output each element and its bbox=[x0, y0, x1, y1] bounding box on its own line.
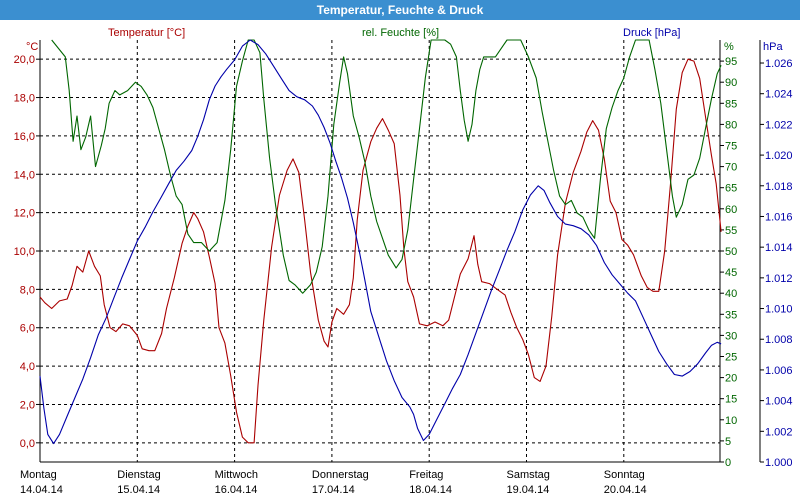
temp-tick-label-6: 12,0 bbox=[14, 208, 35, 220]
hum-tick-label-1: 5 bbox=[725, 436, 731, 448]
humidity-unit-label: % bbox=[724, 41, 734, 53]
temperature-unit-label: °C bbox=[26, 41, 38, 53]
pressure-series-line bbox=[39, 39, 722, 445]
x-tick-day-1: Dienstag bbox=[117, 469, 160, 481]
hum-tick-label-13: 65 bbox=[725, 183, 737, 195]
x-tick-day-5: Samstag bbox=[507, 469, 550, 481]
x-tick-date-6: 20.04.14 bbox=[604, 484, 647, 496]
humidity-axis-header: rel. Feuchte [%] bbox=[362, 27, 439, 39]
press-tick-label-6: 1.012 bbox=[765, 273, 793, 285]
x-tick-date-1: 15.04.14 bbox=[117, 484, 160, 496]
press-tick-label-4: 1.008 bbox=[765, 334, 793, 346]
temp-tick-label-7: 14,0 bbox=[14, 169, 35, 181]
x-tick-date-0: 14.04.14 bbox=[20, 484, 63, 496]
pressure-unit-label: hPa bbox=[763, 41, 783, 53]
temp-tick-label-1: 2,0 bbox=[20, 399, 35, 411]
hum-tick-label-2: 10 bbox=[725, 415, 737, 427]
humidity-axis-ticks: 0 5 10 15 20 25 30 35 40 45 50 55 60 65 70 75 80 85 90 95 bbox=[720, 56, 737, 469]
hum-tick-label-0: 0 bbox=[725, 457, 731, 469]
temp-tick-label-4: 8,0 bbox=[20, 284, 35, 296]
press-tick-label-8: 1.016 bbox=[765, 211, 793, 223]
hum-tick-label-9: 45 bbox=[725, 267, 737, 279]
hum-tick-label-11: 55 bbox=[725, 225, 737, 237]
hum-tick-label-7: 35 bbox=[725, 309, 737, 321]
temp-tick-label-10: 20,0 bbox=[14, 54, 35, 66]
hum-tick-label-18: 90 bbox=[725, 77, 737, 89]
temp-tick-label-9: 18,0 bbox=[14, 93, 35, 105]
hum-tick-label-6: 30 bbox=[725, 330, 737, 342]
press-tick-label-3: 1.006 bbox=[765, 365, 793, 377]
humidity-series-line bbox=[51, 39, 722, 294]
hum-tick-label-4: 20 bbox=[725, 373, 737, 385]
hum-tick-label-16: 80 bbox=[725, 119, 737, 131]
press-tick-label-9: 1.018 bbox=[765, 181, 793, 193]
press-tick-label-10: 1.020 bbox=[765, 150, 793, 162]
series-group bbox=[39, 39, 722, 445]
grid-lines bbox=[40, 40, 720, 462]
hum-tick-label-19: 95 bbox=[725, 56, 737, 68]
x-tick-date-4: 18.04.14 bbox=[409, 484, 452, 496]
window-title: Temperatur, Feuchte & Druck bbox=[0, 0, 800, 20]
x-tick-date-5: 19.04.14 bbox=[507, 484, 550, 496]
press-tick-label-1: 1.002 bbox=[765, 426, 793, 438]
x-tick-day-2: Mittwoch bbox=[215, 469, 258, 481]
chart-canvas: Temperatur [°C] rel. Feuchte [%] Druck [… bbox=[14, 27, 793, 496]
pressure-axis-ticks: 1.000 1.002 1.004 1.006 1.008 1.010 1.012 1.014… bbox=[759, 40, 793, 469]
temp-tick-label-8: 16,0 bbox=[14, 131, 35, 143]
hum-tick-label-3: 15 bbox=[725, 394, 737, 406]
press-tick-label-7: 1.014 bbox=[765, 242, 793, 254]
temp-tick-label-0: 0,0 bbox=[20, 438, 35, 450]
x-tick-day-3: Donnerstag bbox=[312, 469, 369, 481]
press-tick-label-5: 1.010 bbox=[765, 304, 793, 316]
pressure-axis-header: Druck [hPa] bbox=[623, 27, 680, 39]
temperature-axis-header: Temperatur [°C] bbox=[108, 27, 185, 39]
temperature-series-line bbox=[39, 58, 722, 444]
hum-tick-label-14: 70 bbox=[725, 162, 737, 174]
x-tick-day-4: Freitag bbox=[409, 469, 443, 481]
hum-tick-label-15: 75 bbox=[725, 141, 737, 153]
press-tick-label-11: 1.022 bbox=[765, 119, 793, 131]
press-tick-label-2: 1.004 bbox=[765, 396, 793, 408]
temp-tick-label-2: 4,0 bbox=[20, 361, 35, 373]
x-axis-ticks: Montag 14.04.14 Dienstag 15.04.14 Mittwoch 16… bbox=[20, 469, 647, 496]
hum-tick-label-8: 40 bbox=[725, 288, 737, 300]
x-tick-day-0: Montag bbox=[20, 469, 57, 481]
hum-tick-label-10: 50 bbox=[725, 246, 737, 258]
temp-tick-label-3: 6,0 bbox=[20, 323, 35, 335]
temp-tick-label-5: 10,0 bbox=[14, 246, 35, 258]
press-tick-label-12: 1.024 bbox=[765, 89, 793, 101]
hum-tick-label-5: 25 bbox=[725, 352, 737, 364]
hum-tick-label-17: 85 bbox=[725, 98, 737, 110]
x-tick-date-3: 17.04.14 bbox=[312, 484, 355, 496]
hum-tick-label-12: 60 bbox=[725, 204, 737, 216]
press-tick-label-13: 1.026 bbox=[765, 58, 793, 70]
press-tick-label-0: 1.000 bbox=[765, 457, 793, 469]
x-tick-date-2: 16.04.14 bbox=[215, 484, 258, 496]
temperature-axis-ticks: 0,0 2,0 4,0 6,0 8,0 10,0 12,0 14,0 16,0 18,0 20,0 bbox=[14, 54, 40, 450]
x-tick-day-6: Sonntag bbox=[604, 469, 645, 481]
